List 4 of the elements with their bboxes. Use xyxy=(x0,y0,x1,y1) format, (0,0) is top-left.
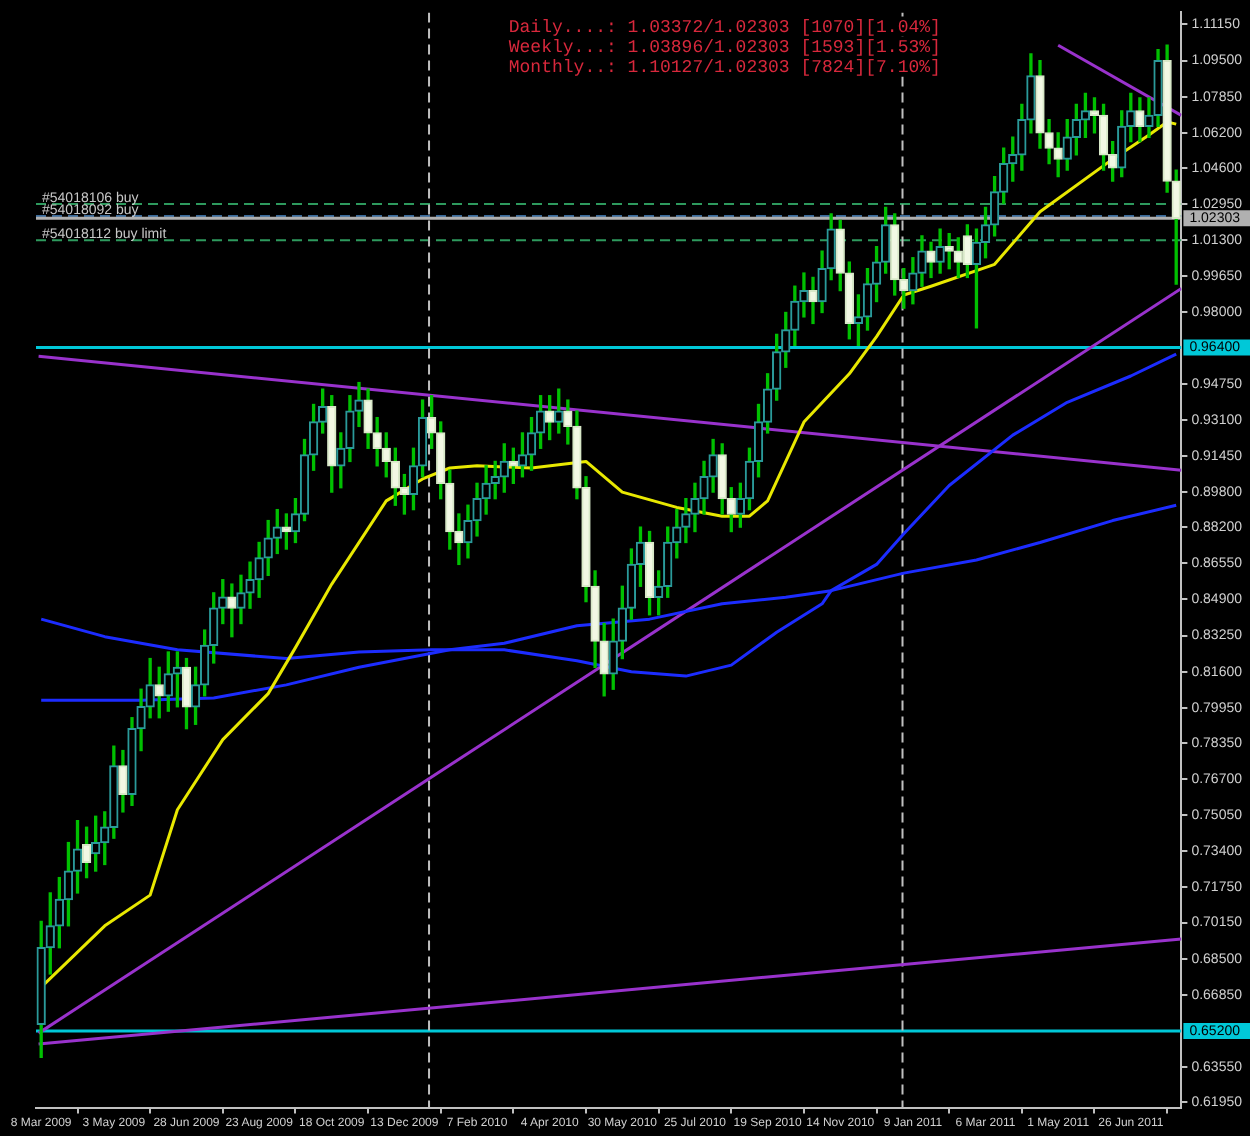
annotation: Monthly..: 1.10127/1.02303 [7824][7.10%] xyxy=(508,58,941,79)
annotation: Daily....: 1.03372/1.02303 [1070][1.04%] xyxy=(508,18,941,39)
annotation: Weekly...: 1.03896/1.02303 [1593][1.53%] xyxy=(508,38,941,59)
candlestick xyxy=(227,583,237,638)
